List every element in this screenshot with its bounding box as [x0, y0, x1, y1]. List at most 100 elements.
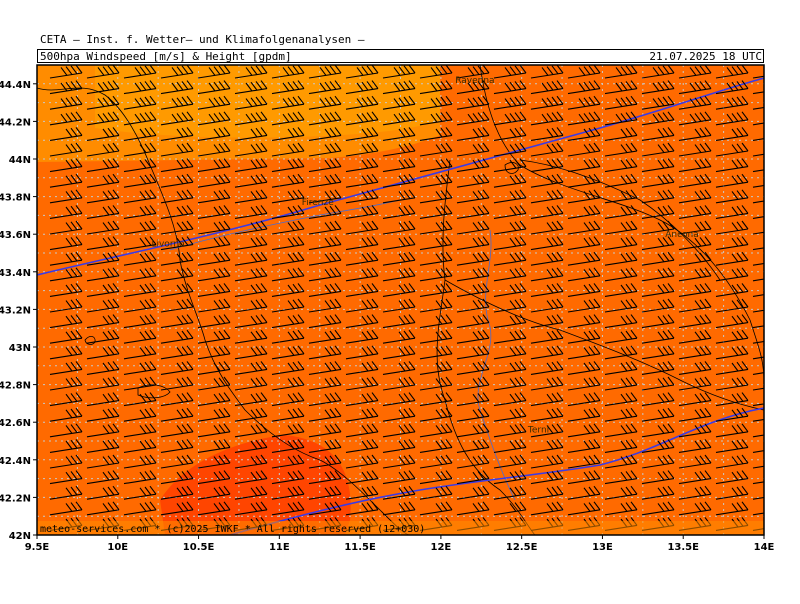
- wind-barb: [493, 407, 527, 422]
- wind-barb: [49, 267, 83, 282]
- wind-barb: [493, 205, 527, 219]
- wind-barb: [678, 501, 712, 516]
- wind-barb: [345, 236, 379, 251]
- wind-barb: [752, 403, 764, 407]
- wind-barb: [123, 485, 157, 500]
- wind-barb: [197, 314, 231, 329]
- wind-barb: [234, 392, 268, 407]
- wind-barb: [493, 80, 527, 95]
- wind-barb: [715, 423, 749, 438]
- wind-barb: [160, 173, 194, 188]
- wind-barb: [160, 127, 194, 141]
- wind-barb: [382, 283, 416, 297]
- wind-barb: [419, 329, 453, 344]
- wind-barb: [715, 501, 749, 516]
- wind-barb: [160, 251, 194, 266]
- wind-barb: [456, 423, 490, 438]
- wind-barb: [752, 325, 764, 329]
- wind-barb: [49, 423, 83, 438]
- wind-barb: [678, 205, 712, 219]
- wind-barb: [271, 454, 305, 469]
- lat-tick-label: 42.4N: [0, 456, 31, 467]
- wind-barb: [234, 189, 268, 204]
- wind-barb: [86, 314, 120, 329]
- wind-barb: [234, 298, 268, 313]
- wind-barb: [197, 95, 231, 110]
- wind-barb: [197, 236, 231, 251]
- wind-barb: [86, 329, 120, 344]
- wind-barb: [234, 267, 268, 282]
- wind-barb: [345, 173, 379, 188]
- wind-barb: [160, 361, 194, 375]
- wind-barb: [234, 470, 268, 485]
- wind-barb: [456, 407, 490, 422]
- wind-barb: [160, 485, 194, 500]
- wind-barb: [530, 454, 564, 469]
- wind-barb: [86, 111, 120, 126]
- wind-barb: [715, 329, 749, 344]
- wind-barb: [271, 127, 305, 141]
- wind-barb: [86, 173, 120, 188]
- wind-barb: [419, 189, 453, 204]
- wind-barb: [419, 392, 453, 407]
- wind-barb: [678, 158, 712, 173]
- wind-barb: [493, 485, 527, 500]
- wind-barb: [530, 80, 564, 95]
- wind-barb: [308, 423, 342, 438]
- wind-barb: [752, 138, 764, 141]
- wind-barb: [197, 376, 231, 391]
- wind-barb: [678, 236, 712, 251]
- wind-barb: [234, 501, 268, 516]
- wind-barb: [271, 205, 305, 219]
- wind-barb: [197, 189, 231, 204]
- wind-barb: [308, 376, 342, 391]
- wind-barb: [345, 95, 379, 110]
- lon-tick-label: 11.5E: [344, 542, 376, 553]
- wind-barb: [234, 142, 268, 157]
- wind-barb: [493, 470, 527, 485]
- wind-barb: [678, 111, 712, 126]
- wind-barb: [271, 65, 305, 79]
- wind-barb: [49, 236, 83, 251]
- wind-barb: [382, 345, 416, 360]
- wind-barb: [715, 470, 749, 485]
- wind-barb: [234, 361, 268, 375]
- wind-barb: [419, 314, 453, 329]
- wind-barb: [456, 454, 490, 469]
- wind-barb: [530, 423, 564, 438]
- wind-barb: [86, 80, 120, 95]
- wind-barb: [752, 481, 764, 485]
- wind-barb: [641, 454, 675, 469]
- wind-barb: [382, 205, 416, 219]
- wind-barb: [86, 189, 120, 204]
- wind-barb: [197, 80, 231, 95]
- wind-barb: [530, 407, 564, 422]
- wind-barb: [530, 142, 564, 157]
- wind-barb: [456, 314, 490, 329]
- wind-barb: [641, 298, 675, 313]
- wind-barb: [419, 407, 453, 422]
- wind-barb: [604, 236, 638, 251]
- wind-barb: [456, 80, 490, 95]
- wind-barb: [752, 153, 764, 157]
- map-title: CETA — Inst. f. Wetter— und Klimafolgena…: [40, 33, 365, 46]
- lon-tick-label: 11E: [269, 542, 290, 553]
- wind-barb: [715, 127, 749, 141]
- wind-barb: [530, 220, 564, 235]
- wind-barb: [308, 439, 342, 453]
- wind-barb: [49, 80, 83, 95]
- wind-barb: [678, 314, 712, 329]
- wind-barb: [271, 361, 305, 375]
- wind-barb: [123, 251, 157, 266]
- wind-barb: [530, 361, 564, 375]
- wind-barb: [345, 127, 379, 141]
- wind-barb: [382, 298, 416, 313]
- wind-barb: [419, 283, 453, 297]
- wind-barb: [197, 251, 231, 266]
- wind-barb: [641, 111, 675, 126]
- lat-tick-label: 43.8N: [0, 193, 31, 204]
- wind-barb: [604, 251, 638, 266]
- wind-barb: [752, 67, 764, 79]
- footer-credit: meteo-services.com * (c)2025 IWKF * All …: [40, 524, 425, 535]
- wind-barb: [604, 205, 638, 219]
